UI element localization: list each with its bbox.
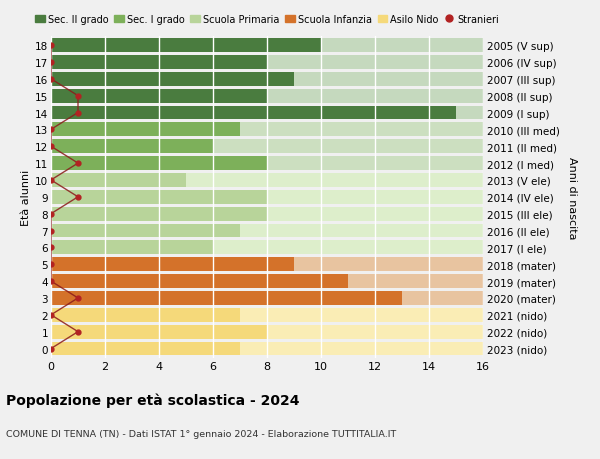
Bar [51, 308, 240, 322]
Bar [51, 56, 267, 70]
Bar [51, 241, 213, 255]
Bar [51, 325, 267, 339]
Bar [51, 123, 240, 137]
Bar [51, 207, 267, 221]
Bar [51, 73, 483, 86]
Bar [51, 258, 483, 272]
Bar [51, 224, 483, 238]
Legend: Sec. II grado, Sec. I grado, Scuola Primaria, Scuola Infanzia, Asilo Nido, Stran: Sec. II grado, Sec. I grado, Scuola Prim… [31, 11, 503, 28]
Bar [51, 190, 267, 204]
Bar [51, 174, 483, 187]
Bar [51, 73, 294, 86]
Bar [51, 157, 483, 171]
Bar [51, 258, 294, 272]
Bar [51, 140, 483, 154]
Bar [51, 207, 483, 221]
Bar [51, 274, 348, 288]
Bar [51, 106, 483, 120]
Bar [51, 157, 267, 171]
Bar [51, 90, 267, 103]
Bar [51, 342, 483, 356]
Bar [51, 325, 483, 339]
Bar [51, 342, 240, 356]
Bar [51, 39, 483, 53]
Bar [51, 241, 483, 255]
Y-axis label: Età alunni: Età alunni [21, 169, 31, 225]
Bar [51, 190, 483, 204]
Bar [51, 123, 483, 137]
Bar [51, 39, 321, 53]
Bar [51, 291, 483, 305]
Bar [51, 140, 213, 154]
Text: Popolazione per età scolastica - 2024: Popolazione per età scolastica - 2024 [6, 392, 299, 407]
Bar [51, 106, 456, 120]
Text: COMUNE DI TENNA (TN) - Dati ISTAT 1° gennaio 2024 - Elaborazione TUTTITALIA.IT: COMUNE DI TENNA (TN) - Dati ISTAT 1° gen… [6, 429, 396, 438]
Bar [51, 224, 240, 238]
Bar [51, 291, 402, 305]
Bar [51, 90, 483, 103]
Bar [51, 174, 186, 187]
Y-axis label: Anni di nascita: Anni di nascita [567, 156, 577, 239]
Bar [51, 308, 483, 322]
Bar [51, 274, 483, 288]
Bar [51, 56, 483, 70]
